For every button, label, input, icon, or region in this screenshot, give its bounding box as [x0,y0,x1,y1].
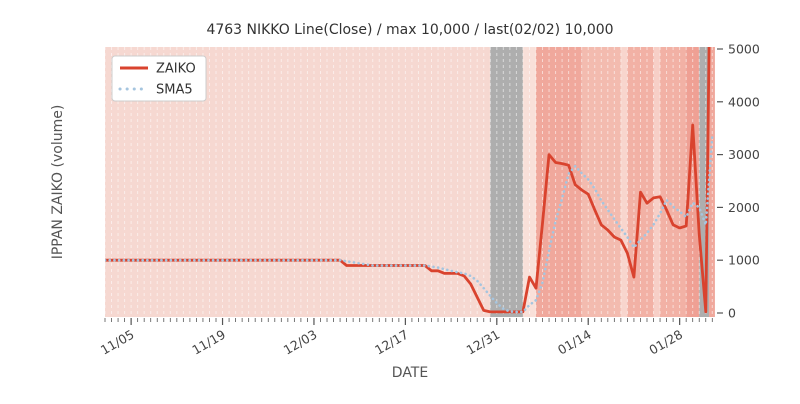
legend-sma5-label: SMA5 [156,83,193,98]
sma5-line-series [105,135,714,314]
y-tick-label: 4000 [728,94,760,109]
zaiko-line-series [105,47,711,314]
legend-zaiko-label: ZAIKO [156,62,196,77]
y-axis-ticks: 0 1000 2000 3000 4000 5000 [717,42,760,321]
y-tick-label: 0 [728,306,736,321]
x-axis-label: DATE [392,365,428,381]
y-axis-label: IPPAN ZAIKO (volume) [50,105,66,260]
day-band [699,47,710,317]
y-tick-label: 3000 [728,147,760,162]
y-tick-label: 5000 [728,42,760,57]
y-tick-label: 1000 [728,253,760,268]
day-band [653,47,661,317]
day-band [490,47,523,317]
chart-title: 4763 NIKKO Line(Close) / max 10,000 / la… [206,22,613,38]
day-band [620,47,628,317]
legend: ZAIKO SMA5 [111,55,207,102]
y-tick-label: 2000 [728,200,760,215]
